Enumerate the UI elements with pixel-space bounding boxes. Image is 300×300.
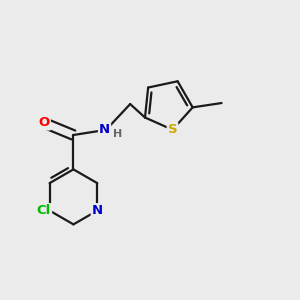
Text: N: N (99, 123, 110, 136)
Text: O: O (39, 116, 50, 130)
Text: Cl: Cl (37, 204, 51, 217)
Text: N: N (92, 204, 103, 217)
Text: S: S (168, 123, 177, 136)
Text: H: H (113, 129, 123, 139)
